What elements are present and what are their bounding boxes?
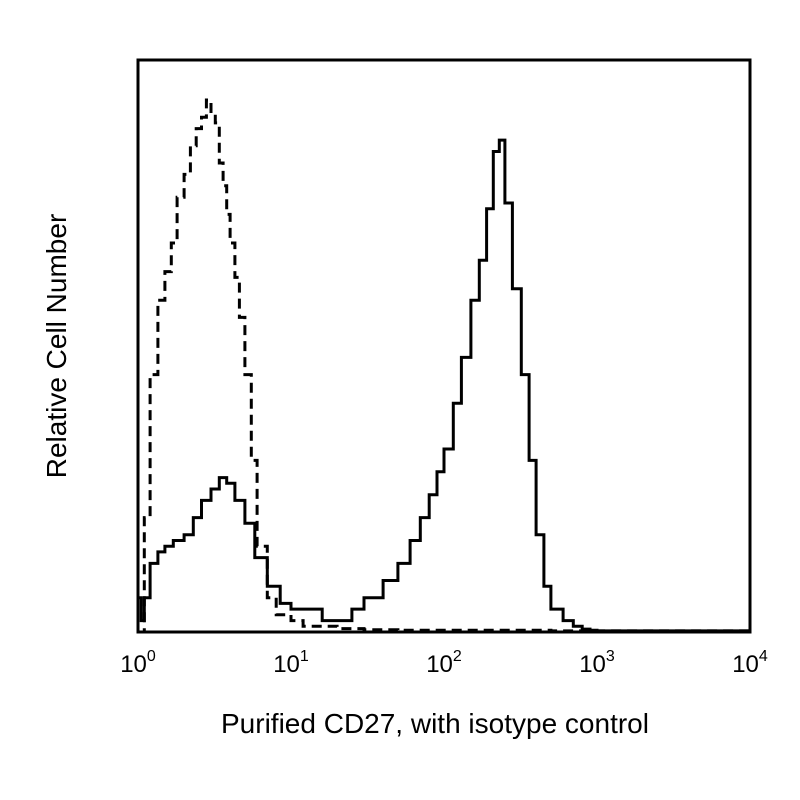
x-tick-label: 103 — [579, 648, 615, 678]
x-tick-labels: 100 101 102 103 104 — [120, 648, 768, 678]
x-tick-label: 102 — [426, 648, 462, 678]
series-layer — [138, 98, 752, 634]
cd27-trace — [138, 138, 752, 633]
isotype-control-trace — [138, 98, 752, 634]
y-axis-title: Relative Cell Number — [41, 214, 72, 479]
x-tick-label: 101 — [273, 648, 309, 678]
plot-frame — [136, 58, 752, 634]
x-tick-label: 104 — [732, 648, 768, 678]
x-tick-label: 100 — [120, 648, 156, 678]
x-axis-title: Purified CD27, with isotype control — [221, 708, 649, 739]
